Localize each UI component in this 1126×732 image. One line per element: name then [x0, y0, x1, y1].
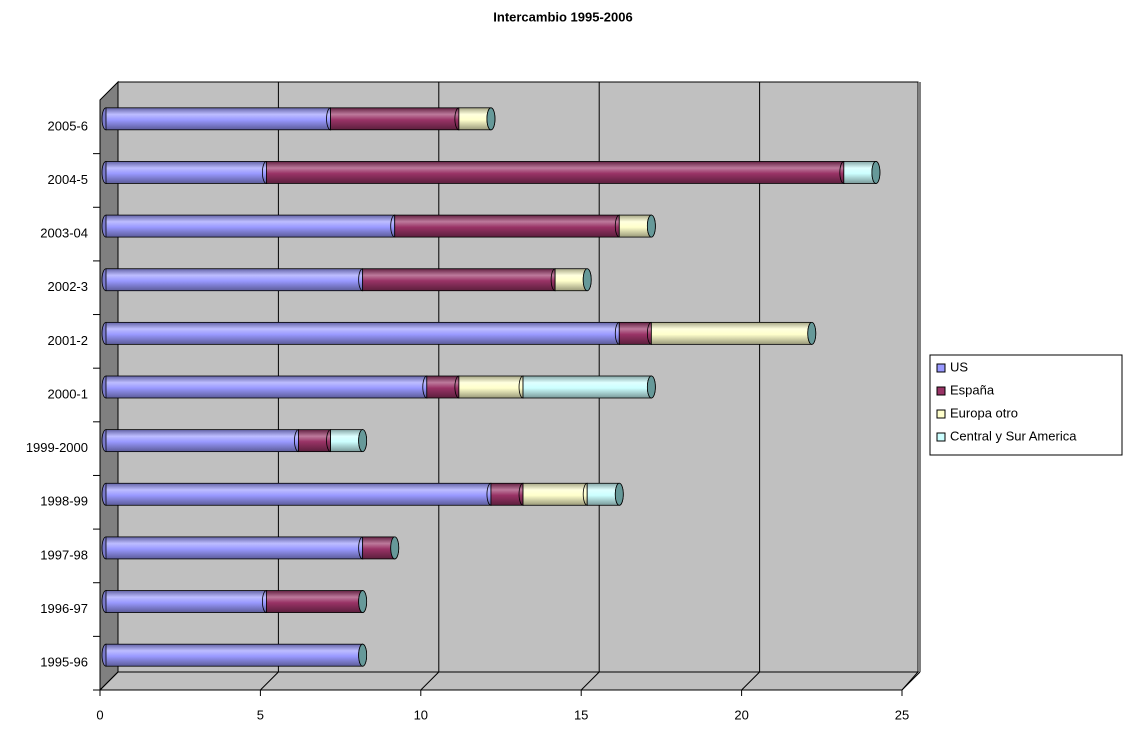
bar-end: [358, 429, 368, 453]
floor: [98, 671, 920, 691]
bar: [362, 536, 396, 560]
bar: [105, 643, 364, 667]
bar: [265, 590, 364, 613]
grid-line: [580, 671, 600, 691]
legend-label: Central y Sur America: [950, 428, 1077, 443]
bar: [843, 161, 877, 184]
y-tick-label: 1995-96: [40, 655, 88, 670]
bar: [618, 214, 652, 238]
bar: [330, 107, 460, 131]
grid-line: [420, 671, 440, 691]
y-tick-label: 1999-2000: [26, 440, 88, 455]
bar: [298, 429, 331, 453]
bar: [650, 321, 813, 345]
bar: [105, 321, 620, 345]
legend-label: España: [950, 382, 995, 397]
bar-end: [807, 321, 817, 345]
bar-end: [646, 375, 656, 399]
bar: [105, 429, 299, 453]
x-tick-label: 15: [574, 707, 588, 722]
bar: [522, 482, 588, 506]
bar: [105, 536, 364, 560]
grid-line: [99, 671, 119, 691]
legend-swatch: [936, 432, 946, 442]
bar: [105, 268, 364, 292]
y-tick-label: 2002-3: [48, 279, 88, 294]
x-tick-label: 20: [734, 707, 748, 722]
bar: [265, 161, 845, 184]
bar: [362, 268, 556, 292]
legend-swatch: [936, 409, 946, 419]
x-tick-label: 0: [96, 707, 103, 722]
legend: [929, 354, 1123, 456]
y-tick-label: 1997-98: [40, 547, 88, 562]
bar: [490, 482, 524, 506]
bar: [522, 375, 652, 399]
bar: [105, 590, 267, 613]
bar-end: [358, 643, 368, 667]
y-tick-label: 2004-5: [48, 172, 88, 187]
bar: [105, 214, 396, 238]
chart-title: Intercambio 1995-2006: [493, 9, 632, 24]
bar: [618, 321, 652, 345]
x-tick-label: 25: [895, 707, 909, 722]
grid-line: [901, 671, 921, 691]
bar-end: [646, 214, 656, 238]
legend-swatch: [936, 386, 946, 396]
bar: [458, 375, 524, 399]
plot: 0 5 10 15 20 25 1995-96 1996-97 1997-98 1998-99 19…: [26, 82, 1077, 722]
bar: [394, 214, 620, 238]
bar-end: [390, 536, 400, 560]
y-tick-label: 2000-1: [48, 386, 88, 401]
bar: [586, 482, 620, 506]
grid-line: [260, 671, 279, 691]
x-tick-label: 10: [414, 707, 428, 722]
y-tick-label: 1998-99: [40, 494, 88, 509]
bar-end: [358, 590, 368, 613]
legend-swatch: [936, 363, 946, 373]
y-tick-label: 2005-6: [48, 118, 88, 133]
bar-end: [582, 268, 592, 292]
bar-end: [486, 107, 496, 131]
bar-end: [614, 482, 624, 506]
bar: [458, 107, 492, 131]
bar: [330, 429, 364, 453]
y-tick-label: 1996-97: [40, 601, 88, 616]
y-tick-label: 2001-2: [48, 333, 88, 348]
bar: [554, 268, 588, 292]
bar: [426, 375, 460, 399]
x-tick-label: 5: [257, 707, 264, 722]
y-tick-label: 2003-04: [40, 226, 88, 241]
legend-label: Europa otro: [950, 405, 1018, 420]
bar: [105, 161, 267, 184]
bar-end: [871, 161, 881, 184]
bar: [105, 482, 492, 506]
legend-label: US: [950, 359, 968, 374]
bar: [105, 375, 428, 399]
grid-line: [741, 671, 760, 691]
bar: [105, 107, 331, 131]
